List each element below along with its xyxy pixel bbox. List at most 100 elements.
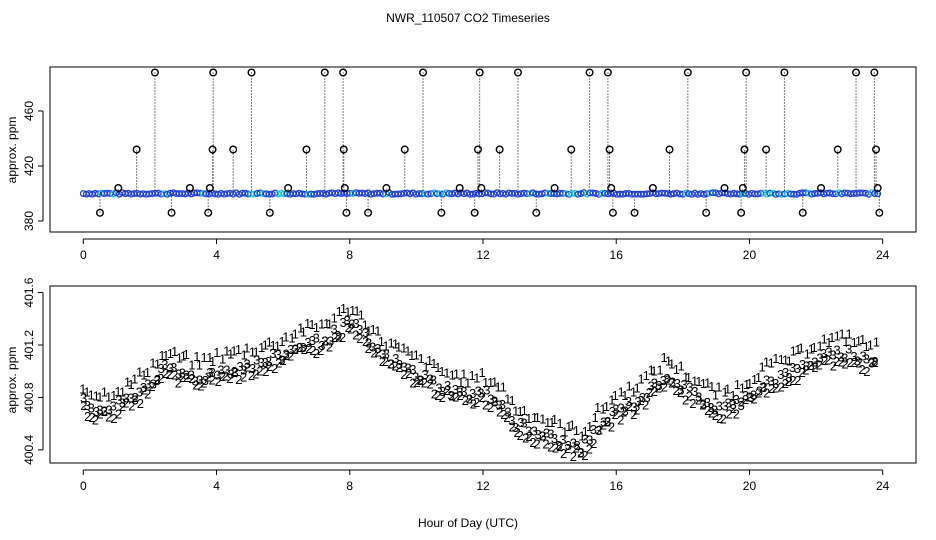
series-3-point: 3	[543, 426, 550, 441]
series-3-point: 3	[188, 367, 195, 382]
series-1-point: 1	[288, 331, 295, 346]
series-2-point: 2	[345, 320, 352, 335]
bottom-x-axis: 0 4 8 12 16 20 24	[80, 469, 890, 493]
series-3-point: 3	[634, 394, 641, 409]
spike-point	[585, 68, 594, 77]
spike-point	[872, 145, 881, 154]
series-2-point: 2	[144, 387, 151, 402]
series-3-point: 3	[417, 373, 424, 388]
series-2-point: 2	[768, 381, 775, 396]
series-3-point: 3	[600, 414, 607, 429]
series-3-point: 3	[551, 431, 558, 446]
series-1-point: 1	[460, 366, 467, 381]
top-panel-marks	[79, 68, 884, 217]
series-2-point: 2	[689, 396, 696, 411]
series-1-point: 1	[162, 348, 169, 363]
series-3-point: 3	[586, 432, 593, 447]
series-3-point: 3	[439, 384, 446, 399]
series-3-point: 3	[648, 378, 655, 393]
series-2-point: 2	[738, 394, 745, 409]
spike-point	[630, 208, 639, 217]
series-3-point: 3	[487, 391, 494, 406]
series-3-point: 3	[555, 438, 562, 453]
series-2-point: 2	[755, 385, 762, 400]
series-2-point: 2	[646, 385, 653, 400]
series-2-point: 2	[577, 446, 584, 461]
series-3-point: 3	[153, 373, 160, 388]
series-2-point: 2	[868, 355, 875, 370]
series-1-point: 1	[422, 360, 429, 375]
series-2-point: 2	[157, 371, 164, 386]
series-3-point: 3	[581, 432, 588, 447]
series-2-point: 2	[712, 408, 719, 423]
series-1-point: 1	[782, 352, 789, 367]
spike-point	[798, 208, 807, 217]
x-tick-label: 8	[346, 479, 353, 493]
series-1-point: 1	[625, 378, 632, 393]
spike-point	[167, 208, 176, 217]
series-1-point: 1	[608, 392, 615, 407]
spike-point	[567, 145, 576, 154]
series-3-point: 3	[686, 380, 693, 395]
series-1-point: 1	[637, 372, 644, 387]
series-1-point: 1	[685, 370, 692, 385]
series-2-point: 2	[682, 393, 689, 408]
series-1-point: 1	[430, 356, 437, 371]
series-2-point: 2	[431, 387, 438, 402]
series-2-point: 2	[400, 367, 407, 382]
series-3-point: 3	[275, 347, 282, 362]
series-2-point: 2	[824, 353, 831, 368]
spike-point	[185, 183, 194, 192]
series-3-point: 3	[330, 322, 337, 337]
series-1-point: 1	[656, 362, 663, 377]
series-3-point: 3	[119, 396, 126, 411]
series-1-point: 1	[804, 346, 811, 361]
series-1-point: 1	[176, 351, 183, 366]
series-3-point: 3	[508, 413, 515, 428]
series-3-point: 3	[733, 392, 740, 407]
series-3-point: 3	[356, 322, 363, 337]
series-2-point: 2	[871, 355, 878, 370]
series-3-point: 3	[409, 362, 416, 377]
series-2-point: 2	[858, 362, 865, 377]
spike-point	[302, 145, 311, 154]
series-2-point: 2	[626, 399, 633, 414]
series-3-point: 3	[617, 401, 624, 416]
series-2-point: 2	[630, 407, 637, 422]
series-3-point: 3	[456, 384, 463, 399]
series-1-point: 1	[586, 419, 593, 434]
series-1-point: 1	[131, 371, 138, 386]
series-3-point: 3	[655, 378, 662, 393]
series-3-point: 3	[499, 397, 506, 412]
spike-point	[702, 208, 711, 217]
series-1-point: 1	[743, 377, 750, 392]
series-1-point: 1	[539, 411, 546, 426]
series-2-point: 2	[162, 366, 169, 381]
series-3-point: 3	[105, 402, 112, 417]
series-1-point: 1	[794, 342, 801, 357]
series-3-point: 3	[695, 390, 702, 405]
series-3-point: 3	[674, 376, 681, 391]
series-1-point: 1	[867, 337, 874, 352]
series-1-point: 1	[79, 381, 86, 396]
series-2-point: 2	[370, 346, 377, 361]
series-2-point: 2	[137, 396, 144, 411]
series-1-point: 1	[206, 350, 213, 365]
series-3-point: 3	[183, 367, 190, 382]
series-1-point: 1	[124, 374, 131, 389]
spike-point	[875, 208, 884, 217]
spike-point	[208, 145, 217, 154]
series-2-point: 2	[517, 428, 524, 443]
series-2-point: 2	[590, 436, 597, 451]
series-1-point: 1	[569, 418, 576, 433]
series-2-point: 2	[838, 355, 845, 370]
series-1-point: 1	[249, 344, 256, 359]
series-3-point: 3	[232, 365, 239, 380]
baseline-point	[424, 190, 432, 198]
series-1-point: 1	[392, 337, 399, 352]
series-3-point: 3	[296, 340, 303, 355]
series-1-point: 1	[721, 384, 728, 399]
series-3-point: 3	[150, 376, 157, 391]
series-2-point: 2	[466, 392, 473, 407]
series-3-point: 3	[140, 380, 147, 395]
